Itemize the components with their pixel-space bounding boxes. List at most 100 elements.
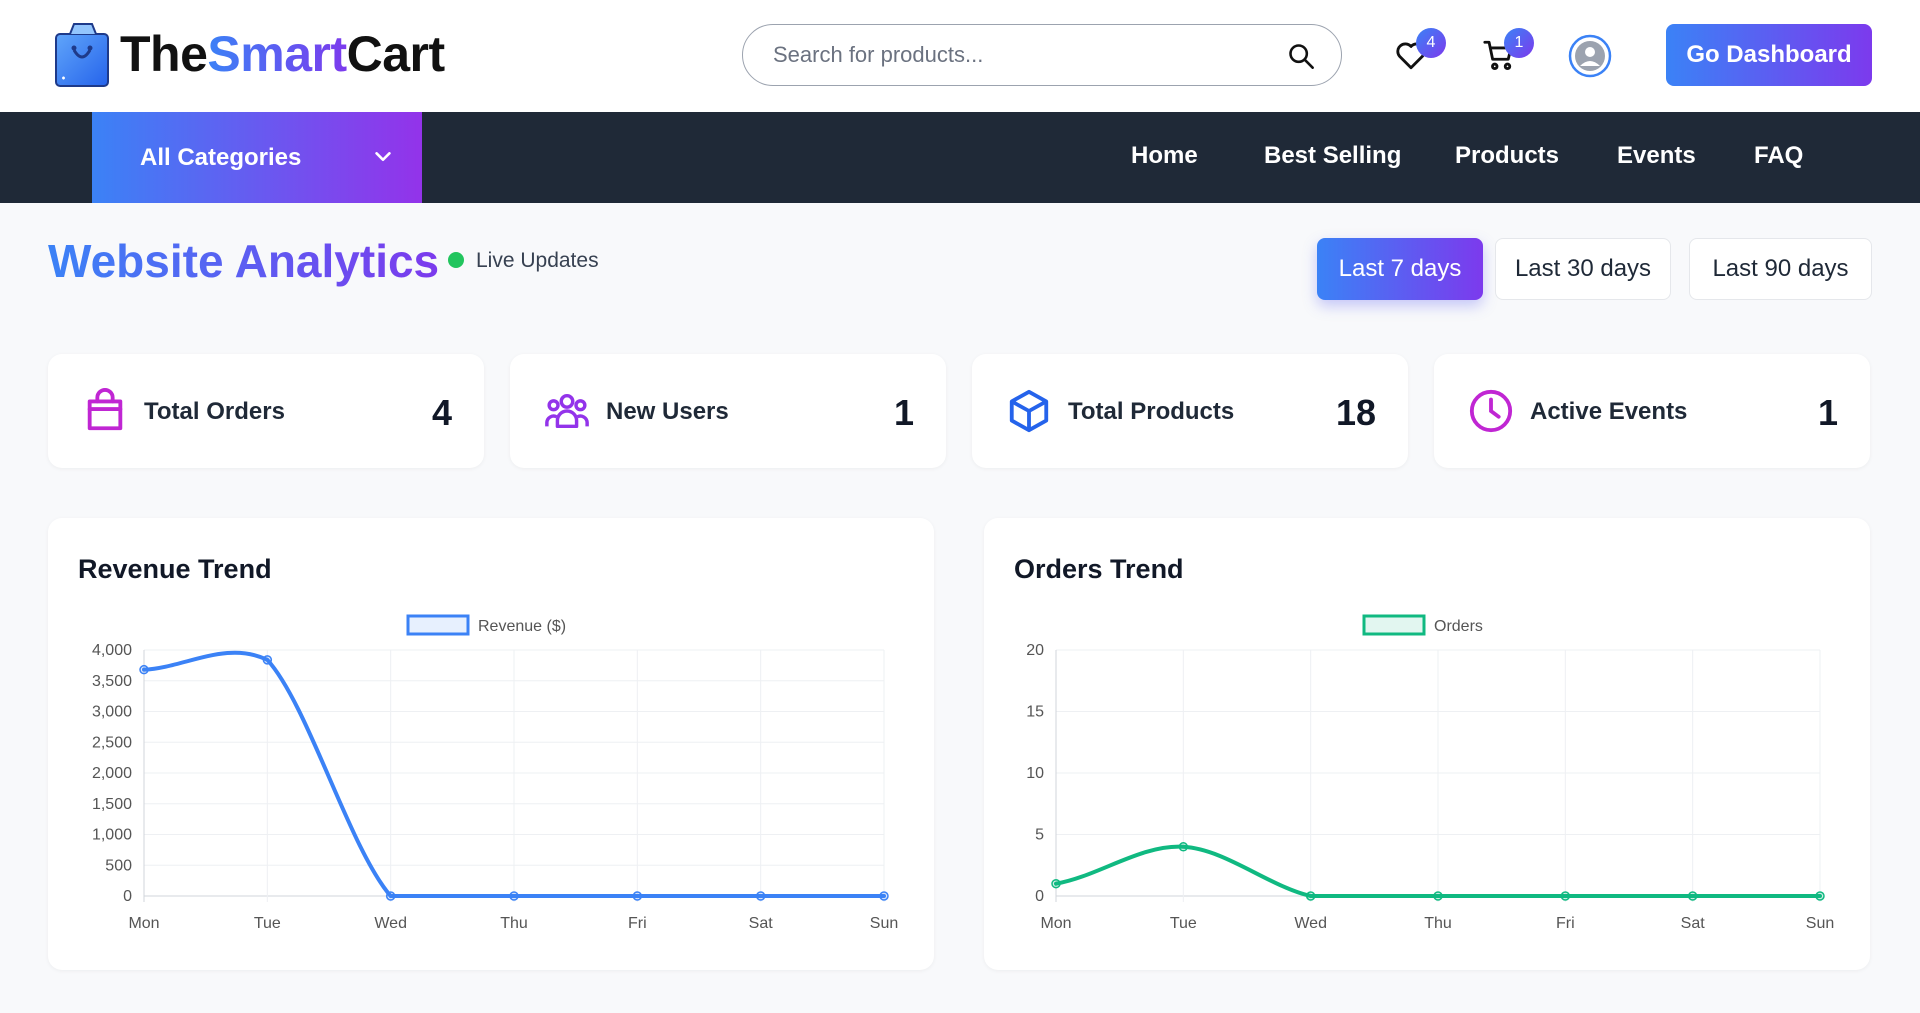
range-last-30-days-button[interactable]: Last 30 days xyxy=(1495,238,1671,300)
data-point[interactable] xyxy=(755,891,766,901)
x-tick-label: Sun xyxy=(870,915,898,932)
y-tick-label: 3,000 xyxy=(92,704,132,721)
shopping-bag-icon xyxy=(87,388,123,431)
legend-label: Orders xyxy=(1434,618,1483,635)
brand-name-part1: The xyxy=(120,26,208,82)
all-categories-dropdown[interactable]: All Categories xyxy=(92,112,422,203)
shopping-bag-logo-icon xyxy=(55,23,109,87)
data-point[interactable] xyxy=(1433,891,1443,901)
box-icon xyxy=(1009,389,1049,433)
x-tick-label: Tue xyxy=(1170,915,1197,932)
x-tick-label: Thu xyxy=(500,915,528,932)
nav-products[interactable]: Products xyxy=(1455,142,1560,169)
range-last-90-days-button[interactable]: Last 90 days xyxy=(1689,238,1872,300)
stat-label: Total Products xyxy=(1068,398,1235,425)
chart-title: Orders Trend xyxy=(1014,554,1184,584)
x-tick-label: Wed xyxy=(374,915,407,932)
clock-icon xyxy=(1469,389,1513,433)
stat-value: 4 xyxy=(431,392,452,433)
data-point[interactable] xyxy=(262,655,273,665)
stat-card-new-users: New Users 1 xyxy=(510,354,946,468)
data-point[interactable] xyxy=(139,664,149,675)
x-tick-label: Fri xyxy=(628,915,647,932)
y-tick-label: 1,500 xyxy=(92,796,132,813)
stat-label: New Users xyxy=(606,398,729,425)
y-tick-label: 3,500 xyxy=(92,673,132,690)
wishlist-count-badge: 4 xyxy=(1416,28,1446,58)
data-point[interactable] xyxy=(632,891,643,901)
search-input[interactable] xyxy=(773,42,1253,68)
y-tick-label: 2,500 xyxy=(92,734,132,751)
chart-title: Revenue Trend xyxy=(78,554,272,584)
cart-count-badge: 1 xyxy=(1504,28,1534,58)
x-tick-label: Thu xyxy=(1424,915,1452,932)
data-point[interactable] xyxy=(1815,891,1825,901)
stat-card-total-products: Total Products 18 xyxy=(972,354,1408,468)
search-bar xyxy=(742,24,1342,86)
legend-swatch xyxy=(406,614,470,636)
stat-card-active-events: Active Events 1 xyxy=(1434,354,1870,468)
legend-swatch xyxy=(1362,614,1426,636)
y-tick-label: 2,000 xyxy=(92,765,132,782)
brand-name-part2: Smart xyxy=(207,26,347,82)
stat-value: 1 xyxy=(893,392,914,433)
y-tick-label: 0 xyxy=(1035,888,1044,905)
nav-events[interactable]: Events xyxy=(1617,142,1696,169)
x-tick-label: Mon xyxy=(1040,915,1071,932)
stat-card-total-orders: Total Orders 4 xyxy=(48,354,484,468)
x-tick-label: Sun xyxy=(1806,915,1834,932)
brand-name: TheSmartCart xyxy=(120,25,445,83)
y-tick-label: 500 xyxy=(105,857,132,874)
y-tick-label: 15 xyxy=(1026,704,1044,721)
series-line xyxy=(142,650,886,899)
main-navigation: All Categories Home Best Selling Product… xyxy=(0,112,1920,203)
data-point[interactable] xyxy=(1305,891,1316,901)
page-title: Website Analytics xyxy=(48,235,440,287)
range-last-7-days-button[interactable]: Last 7 days xyxy=(1317,238,1483,300)
legend-label: Revenue ($) xyxy=(478,618,566,635)
data-point[interactable] xyxy=(1178,842,1189,852)
data-point[interactable] xyxy=(1051,878,1061,889)
all-categories-label: All Categories xyxy=(140,143,302,171)
brand-name-part3: Cart xyxy=(346,26,446,82)
stat-label: Total Orders xyxy=(144,398,285,425)
live-indicator-dot xyxy=(448,252,464,268)
y-tick-label: 10 xyxy=(1026,765,1044,782)
live-updates-label: Live Updates xyxy=(476,249,599,272)
stat-value: 18 xyxy=(1335,392,1376,433)
revenue-chart: 0 500 1,000 1,500 2,000 2,500 3,000 3,500 4,000 M… xyxy=(92,614,898,932)
go-dashboard-button[interactable]: Go Dashboard xyxy=(1666,24,1872,86)
data-point[interactable] xyxy=(879,891,889,901)
user-avatar-icon[interactable] xyxy=(1568,34,1612,78)
x-tick-label: Sat xyxy=(749,915,774,932)
data-point[interactable] xyxy=(1687,891,1698,901)
y-tick-label: 0 xyxy=(123,888,132,905)
y-tick-label: 20 xyxy=(1026,642,1044,659)
brand-logo[interactable]: TheSmartCart xyxy=(52,20,445,88)
data-point[interactable] xyxy=(1560,891,1571,901)
data-point[interactable] xyxy=(385,891,396,901)
nav-faq[interactable]: FAQ xyxy=(1754,142,1804,169)
chart-legend[interactable]: Orders xyxy=(1362,614,1483,636)
chevron-down-icon xyxy=(375,152,391,162)
header: TheSmartCart 4 1 Go Dashboard xyxy=(0,0,1920,112)
data-point[interactable] xyxy=(509,891,519,901)
x-tick-label: Mon xyxy=(128,915,159,932)
orders-chart: 0 5 10 15 20 Mon Tue Wed Thu Fri Sat Sun Orders xyxy=(1026,614,1834,932)
y-tick-label: 1,000 xyxy=(92,827,132,844)
x-tick-label: Wed xyxy=(1294,915,1327,932)
nav-best-selling[interactable]: Best Selling xyxy=(1264,142,1402,169)
stat-value: 1 xyxy=(1817,392,1838,433)
y-tick-label: 4,000 xyxy=(92,642,132,659)
x-tick-label: Sat xyxy=(1681,915,1706,932)
revenue-trend-card: Revenue Trend 0 500 1,000 1,500 2,000 2,500 3,… xyxy=(48,518,934,970)
x-tick-label: Fri xyxy=(1556,915,1575,932)
orders-trend-card: Orders Trend 0 5 10 15 20 Mon Tue Wed Thu Fri Sat S… xyxy=(984,518,1870,970)
nav-home[interactable]: Home xyxy=(1131,142,1198,169)
x-tick-label: Tue xyxy=(254,915,281,932)
users-icon xyxy=(545,393,589,429)
stat-label: Active Events xyxy=(1530,398,1688,425)
y-tick-label: 5 xyxy=(1035,827,1044,844)
chart-legend[interactable]: Revenue ($) xyxy=(406,614,566,636)
search-icon[interactable] xyxy=(1287,42,1315,70)
